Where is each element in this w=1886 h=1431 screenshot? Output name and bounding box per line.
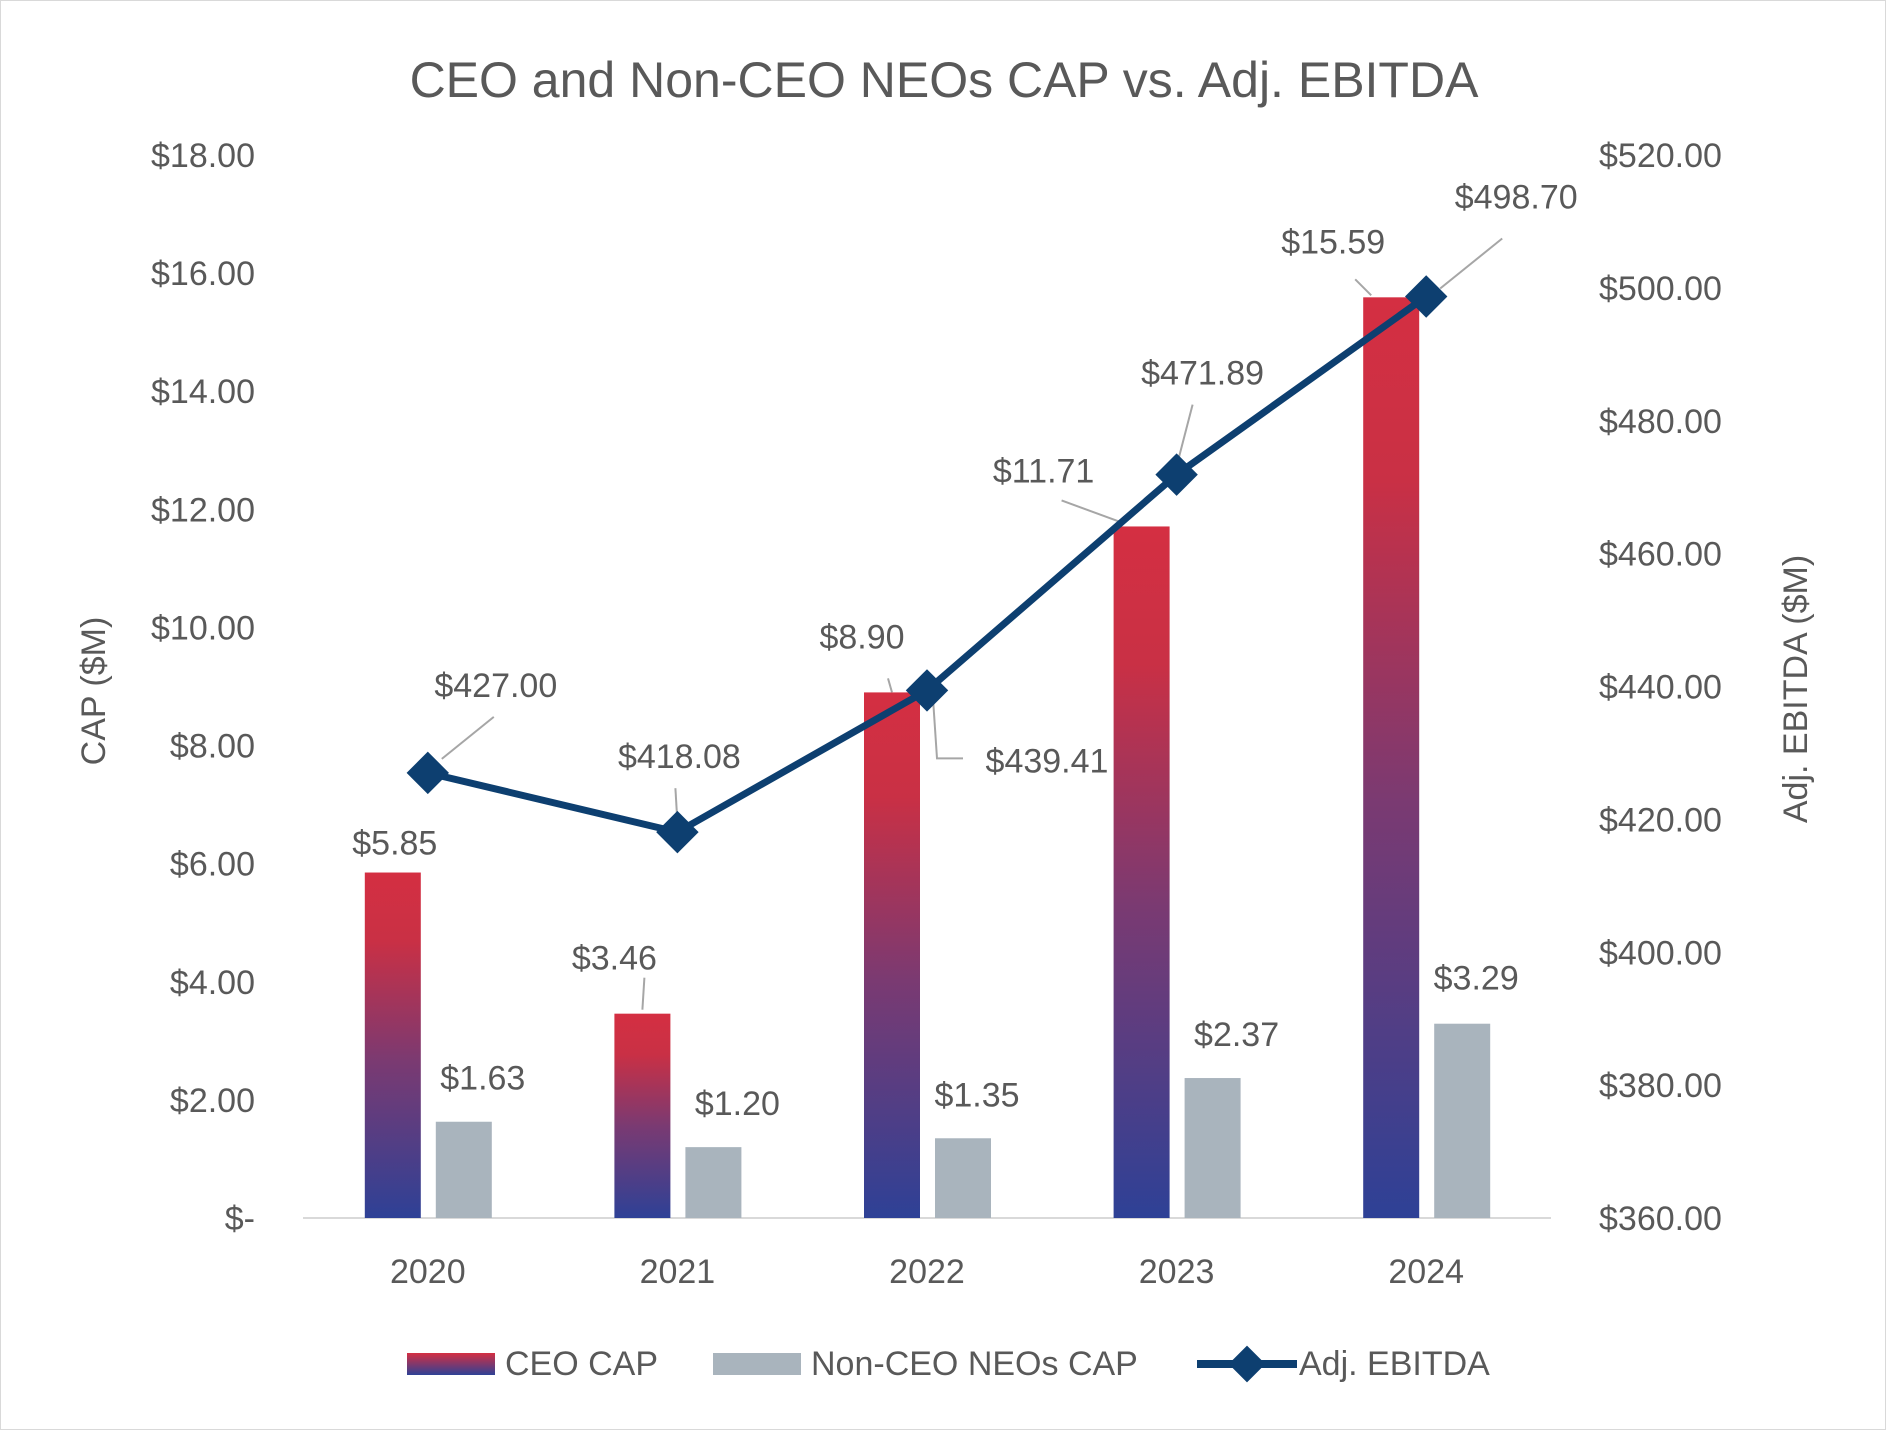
adj-ebitda-line: [426, 293, 1429, 836]
adj-ebitda-data-label: $418.08: [618, 738, 741, 776]
legend-label-adj-ebitda: Adj. EBITDA: [1299, 1345, 1490, 1383]
ceo-cap-bars: [364, 297, 1420, 1219]
ceo-cap-data-label: $5.85: [352, 825, 437, 863]
ceo-cap-bar: [1113, 526, 1170, 1218]
x-tick-label: 2023: [1139, 1253, 1215, 1291]
adj-ebitda-data-label: $498.70: [1455, 179, 1578, 217]
non-ceo-cap-data-label: $2.37: [1194, 1016, 1279, 1054]
adj-ebitda-leader-line: [441, 716, 495, 760]
ceo-cap-leader-line: [1354, 278, 1372, 297]
adj-ebitda-marker: [1404, 275, 1448, 318]
chart-title: CEO and Non-CEO NEOs CAP vs. Adj. EBITDA: [410, 52, 1480, 108]
ceo-cap-bar: [864, 692, 920, 1218]
non-ceo-cap-data-label: $1.63: [440, 1060, 525, 1098]
leader-lines: [441, 237, 1503, 1010]
ceo-cap-leader-line: [887, 678, 893, 693]
non-ceo-cap-bar: [685, 1147, 742, 1218]
ceo-cap-bar: [364, 872, 421, 1218]
y-right-tick-label: $360.00: [1599, 1200, 1722, 1238]
x-tick-labels: 2020 2021 2022 2023 2024: [390, 1253, 1464, 1291]
y-left-tick-label: $-: [225, 1200, 255, 1238]
ceo-cap-data-label: $3.46: [572, 940, 657, 978]
adj-ebitda-marker: [656, 810, 699, 854]
legend: CEO CAP Non-CEO NEOs CAP Adj. EBITDA: [407, 1345, 1490, 1383]
y-left-tick-label: $4.00: [170, 964, 255, 1002]
y-left-tick-labels: $- $2.00 $4.00 $6.00 $8.00 $10.00 $12.00 $14.00…: [151, 137, 255, 1238]
adj-ebitda-data-label: $427.00: [434, 667, 557, 705]
y-left-axis-label: CAP ($M): [75, 617, 113, 766]
y-right-tick-label: $480.00: [1599, 403, 1722, 441]
adj-ebitda-leader-line: [932, 698, 963, 760]
y-left-tick-label: $14.00: [151, 373, 255, 411]
ceo-cap-data-label: $8.90: [819, 618, 904, 656]
x-tick-label: 2024: [1388, 1253, 1464, 1291]
adj-ebitda-data-label: $471.89: [1141, 355, 1264, 393]
y-right-tick-label: $420.00: [1599, 801, 1722, 839]
non-ceo-cap-bars: [435, 1023, 1491, 1218]
non-ceo-cap-bar: [435, 1121, 492, 1218]
ceo-cap-data-label: $15.59: [1281, 223, 1385, 261]
y-right-tick-labels: $360.00 $380.00 $400.00 $420.00 $440.00 $460.…: [1599, 137, 1722, 1238]
x-tick-label: 2021: [640, 1253, 716, 1291]
non-ceo-cap-bar: [1434, 1023, 1491, 1218]
y-right-tick-label: $400.00: [1599, 934, 1722, 972]
y-right-tick-label: $520.00: [1599, 137, 1722, 175]
adj-ebitda-marker: [1155, 453, 1198, 496]
y-right-axis-label: Adj. EBITDA ($M): [1777, 555, 1815, 823]
x-tick-label: 2022: [889, 1253, 965, 1291]
y-left-tick-label: $2.00: [170, 1082, 255, 1120]
ceo-cap-data-label: $11.71: [993, 452, 1094, 490]
legend-label-ceo-cap: CEO CAP: [505, 1345, 658, 1383]
ceo-cap-leader-line: [1061, 499, 1122, 524]
y-left-tick-label: $12.00: [151, 491, 255, 529]
legend-label-non-ceo-cap: Non-CEO NEOs CAP: [811, 1345, 1138, 1383]
y-left-tick-label: $18.00: [151, 137, 255, 175]
data-labels: $5.85 $3.46 $8.90 $11.71 $15.59 $1.63 $1.20 $1.…: [352, 179, 1577, 1124]
y-left-tick-label: $8.00: [170, 728, 255, 766]
y-left-tick-label: $6.00: [170, 846, 255, 884]
y-right-tick-label: $440.00: [1599, 669, 1722, 707]
y-right-tick-label: $380.00: [1599, 1067, 1722, 1105]
y-right-tick-label: $460.00: [1599, 536, 1722, 574]
y-left-tick-label: $16.00: [151, 255, 255, 293]
x-tick-label: 2020: [390, 1253, 466, 1291]
non-ceo-cap-data-label: $3.29: [1434, 960, 1519, 998]
y-right-tick-label: $500.00: [1599, 270, 1722, 308]
y-left-tick-label: $10.00: [151, 609, 255, 647]
ceo-cap-bar: [614, 1013, 671, 1218]
adj-ebitda-leader-line: [1177, 404, 1194, 459]
non-ceo-cap-data-label: $1.35: [934, 1076, 1019, 1114]
legend-swatch-non-ceo-cap: [713, 1353, 801, 1375]
ceo-cap-leader-line: [641, 977, 646, 1010]
adj-ebitda-series: [406, 275, 1448, 854]
legend-swatch-ceo-cap: [407, 1353, 495, 1375]
adj-ebitda-leader-line: [1439, 237, 1503, 290]
non-ceo-cap-data-label: $1.20: [695, 1085, 780, 1123]
non-ceo-cap-bar: [935, 1138, 991, 1218]
ceo-cap-bar: [1363, 297, 1420, 1219]
legend-swatch-adj-ebitda-marker: [1228, 1345, 1266, 1383]
adj-ebitda-data-label: $439.41: [986, 742, 1109, 780]
non-ceo-cap-bar: [1184, 1078, 1241, 1218]
